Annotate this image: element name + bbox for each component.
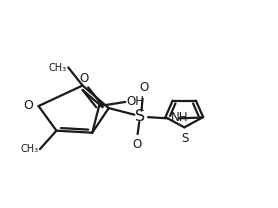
- Text: S: S: [181, 132, 188, 145]
- Text: O: O: [80, 72, 89, 85]
- Text: S: S: [135, 109, 145, 124]
- Text: CH₃: CH₃: [20, 144, 39, 154]
- Text: O: O: [132, 139, 141, 151]
- Text: OH: OH: [126, 95, 145, 108]
- Text: CH₃: CH₃: [49, 63, 67, 73]
- Text: NH: NH: [171, 111, 189, 124]
- Text: O: O: [139, 81, 148, 94]
- Text: O: O: [23, 99, 33, 112]
